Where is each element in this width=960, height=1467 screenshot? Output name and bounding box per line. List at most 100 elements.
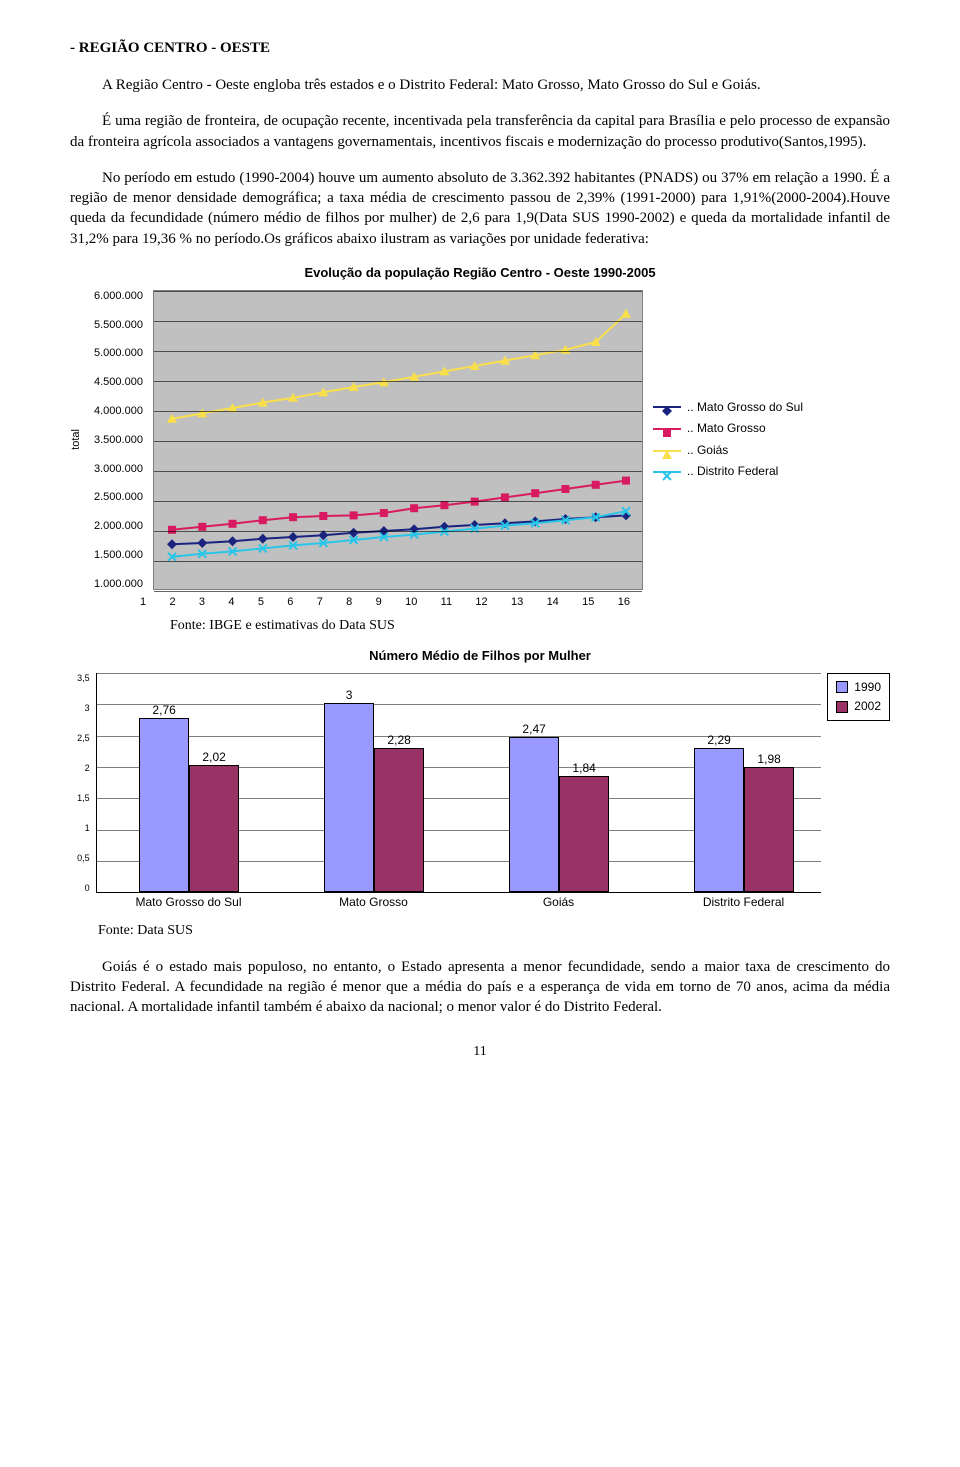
category-label: Goiás (466, 895, 651, 909)
ytick-label: 3.000.000 (94, 463, 143, 475)
section-heading: - REGIÃO CENTRO - OESTE (70, 40, 890, 57)
legend-label: .. Distrito Federal (687, 461, 778, 483)
gridline (154, 531, 642, 532)
xtick-label: 11 (441, 596, 452, 608)
ytick-label: 1.000.000 (94, 578, 143, 590)
xtick-label: 5 (258, 596, 264, 608)
bar-value: 1,98 (757, 752, 780, 766)
gridline (97, 673, 822, 674)
page-number: 11 (70, 1044, 890, 1060)
ytick-label: 3.500.000 (94, 434, 143, 446)
bar-1990: 3 (324, 703, 374, 892)
category-label: Mato Grosso (281, 895, 466, 909)
chart1-yticks: 6.000.000 5.500.000 5.000.000 4.500.000 4.00… (94, 290, 143, 590)
ytick-label: 4.000.000 (94, 405, 143, 417)
ytick-label: 2 (70, 763, 90, 773)
xtick-label: 14 (547, 596, 559, 608)
gridline (154, 471, 642, 472)
gridline (154, 291, 642, 292)
chart2-legend: 19902002 (827, 673, 890, 721)
bar-1990: 2,76 (139, 718, 189, 891)
chart2-yticks: 3,532,521,510,50 (70, 673, 90, 893)
ytick-label: 2.000.000 (94, 520, 143, 532)
chart1-legend: .. Mato Grosso do Sul.. Mato Grosso.. Go… (653, 397, 803, 483)
gridline (154, 411, 642, 412)
bar-value: 2,29 (707, 733, 730, 747)
paragraph-4: Goiás é o estado mais populoso, no entan… (70, 957, 890, 1018)
bar-1990: 2,47 (509, 737, 559, 892)
bar-group: 2,291,98 (694, 748, 794, 892)
bar-group: 2,76 2,02 (139, 718, 239, 891)
bar-value: 3 (346, 688, 353, 702)
xtick-label: 4 (228, 596, 234, 608)
legend-item: 2002 (836, 697, 881, 716)
bar-2002: 1,98 (744, 767, 794, 891)
xtick-label: 3 (199, 596, 205, 608)
bar-1990: 2,29 (694, 748, 744, 892)
gridline (97, 704, 822, 705)
ytick-label: 5.000.000 (94, 347, 143, 359)
chart1-caption: Fonte: IBGE e estimativas do Data SUS (170, 618, 890, 634)
legend-item: .. Goiás (653, 440, 803, 462)
gridline (154, 351, 642, 352)
chart2-xlabels: Mato Grosso do SulMato GrossoGoiásDistri… (96, 895, 836, 909)
ytick-label: 1.500.000 (94, 549, 143, 561)
xtick-label: 9 (376, 596, 382, 608)
ytick-label: 1 (70, 823, 90, 833)
gridline (154, 561, 642, 562)
ytick-label: 1,5 (70, 793, 90, 803)
legend-item: .. Mato Grosso (653, 418, 803, 440)
legend-item: 1990 (836, 678, 881, 697)
bar-value: 1,84 (572, 761, 595, 775)
legend-item: .. Distrito Federal (653, 461, 803, 483)
legend-label: 1990 (854, 678, 881, 697)
xtick-label: 12 (475, 596, 487, 608)
legend-swatch (836, 701, 848, 713)
legend-swatch (836, 681, 848, 693)
legend-label: 2002 (854, 697, 881, 716)
ytick-label: 5.500.000 (94, 319, 143, 331)
xtick-label: 6 (287, 596, 293, 608)
ytick-label: 6.000.000 (94, 290, 143, 302)
paragraph-2: É uma região de fronteira, de ocupação r… (70, 111, 890, 152)
ytick-label: 3,5 (70, 673, 90, 683)
gridline (154, 501, 642, 502)
legend-label: .. Mato Grosso do Sul (687, 397, 803, 419)
xtick-label: 8 (346, 596, 352, 608)
chart1: total 6.000.000 5.500.000 5.000.000 4.500.0… (70, 290, 890, 590)
legend-label: .. Mato Grosso (687, 418, 766, 440)
ytick-label: 0,5 (70, 853, 90, 863)
chart2-caption: Fonte: Data SUS (98, 923, 890, 939)
bar-value: 2,02 (202, 750, 225, 764)
legend-label: .. Goiás (687, 440, 728, 462)
series-line (172, 511, 626, 557)
series-line (172, 515, 626, 544)
bar-2002: 1,84 (559, 776, 609, 892)
chart2-title: Número Médio de Filhos por Mulher (70, 648, 890, 663)
chart1-title: Evolução da população Região Centro - Oe… (70, 265, 890, 280)
gridline (154, 321, 642, 322)
bar-value: 2,28 (387, 733, 410, 747)
paragraph-3: No período em estudo (1990-2004) houve u… (70, 168, 890, 249)
paragraph-1: A Região Centro - Oeste engloba três est… (70, 75, 890, 95)
xtick-label: 15 (582, 596, 594, 608)
ytick-label: 2,5 (70, 733, 90, 743)
gridline (154, 441, 642, 442)
gridline (154, 591, 642, 592)
chart2: 3,532,521,510,50 2,762,0232,282,471,842,… (70, 673, 890, 893)
bar-group: 32,28 (324, 703, 424, 892)
bar-value: 2,76 (152, 703, 175, 717)
ytick-label: 2.500.000 (94, 491, 143, 503)
chart2-plot: 2,762,0232,282,471,842,291,98 (96, 673, 822, 893)
bar-value: 2,47 (522, 722, 545, 736)
ytick-label: 0 (70, 883, 90, 893)
bar-2002: 2,28 (374, 748, 424, 891)
series-line (172, 314, 626, 419)
xtick-label: 13 (511, 596, 523, 608)
category-label: Distrito Federal (651, 895, 836, 909)
series-line (172, 480, 626, 529)
chart1-ylabel: total (70, 429, 82, 450)
gridline (154, 381, 642, 382)
ytick-label: 4.500.000 (94, 376, 143, 388)
xtick-label: 1 (140, 596, 146, 608)
